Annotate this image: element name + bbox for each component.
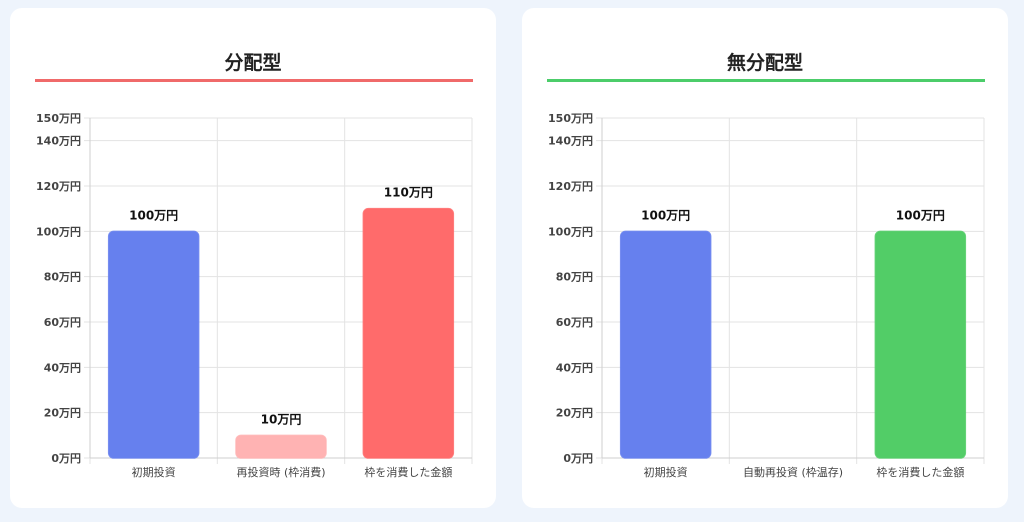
y-tick-label: 60万円 — [44, 316, 81, 329]
bar-chart-distribution: 0万円 20万円 40万円 60万円 80万円 100万円 120万円 140万円 150万円 1… — [36, 112, 473, 479]
y-tick-label: 150万円 — [548, 112, 593, 125]
y-tick-label: 140万円 — [36, 135, 81, 148]
chart-title: 分配型 — [224, 52, 282, 74]
y-tick-label: 40万円 — [556, 361, 593, 374]
bar — [874, 230, 967, 459]
chart-card-distribution: 分配型 0万円 20万円 40万円 60万円 80万円 100万円 120万円 140万円 15… — [10, 8, 496, 508]
y-tick-label: 80万円 — [44, 271, 81, 284]
data-label: 100万円 — [129, 208, 178, 222]
bar — [619, 230, 712, 459]
bar — [362, 207, 455, 459]
chart-title: 無分配型 — [726, 52, 803, 74]
x-tick-label: 初期投資 — [644, 465, 688, 479]
bar-chart-no-distribution: 0万円 20万円 40万円 60万円 80万円 100万円 120万円 140万円 150万円 1… — [548, 112, 985, 479]
title-underline — [35, 79, 473, 82]
y-tick-label: 60万円 — [556, 316, 593, 329]
y-tick-label: 20万円 — [44, 407, 81, 420]
bar — [107, 230, 200, 459]
y-tick-label: 100万円 — [548, 225, 593, 238]
y-tick-label: 0万円 — [51, 452, 81, 465]
y-tick-label: 40万円 — [44, 361, 81, 374]
y-tick-label: 20万円 — [556, 407, 593, 420]
bar — [235, 434, 327, 459]
title-underline — [547, 79, 985, 82]
x-tick-label: 再投資時 (枠消費) — [236, 465, 325, 479]
y-tick-label: 0万円 — [563, 452, 593, 465]
data-label: 100万円 — [641, 208, 690, 222]
y-tick-label: 140万円 — [548, 135, 593, 148]
y-tick-label: 120万円 — [36, 180, 81, 193]
x-tick-label: 枠を消費した金額 — [876, 465, 964, 479]
x-tick-label: 初期投資 — [132, 465, 176, 479]
data-label: 10万円 — [261, 412, 302, 426]
data-label: 100万円 — [896, 208, 945, 222]
data-label: 110万円 — [384, 186, 433, 200]
y-tick-label: 100万円 — [36, 225, 81, 238]
x-tick-label: 自動再投資 (枠温存) — [743, 465, 843, 479]
y-tick-label: 120万円 — [548, 180, 593, 193]
y-tick-label: 150万円 — [36, 112, 81, 125]
chart-card-no-distribution: 無分配型 0万円 20万円 40万円 60万円 80万円 100万円 120万円 140万円 1… — [522, 8, 1008, 508]
y-tick-label: 80万円 — [556, 271, 593, 284]
x-tick-label: 枠を消費した金額 — [364, 465, 452, 479]
